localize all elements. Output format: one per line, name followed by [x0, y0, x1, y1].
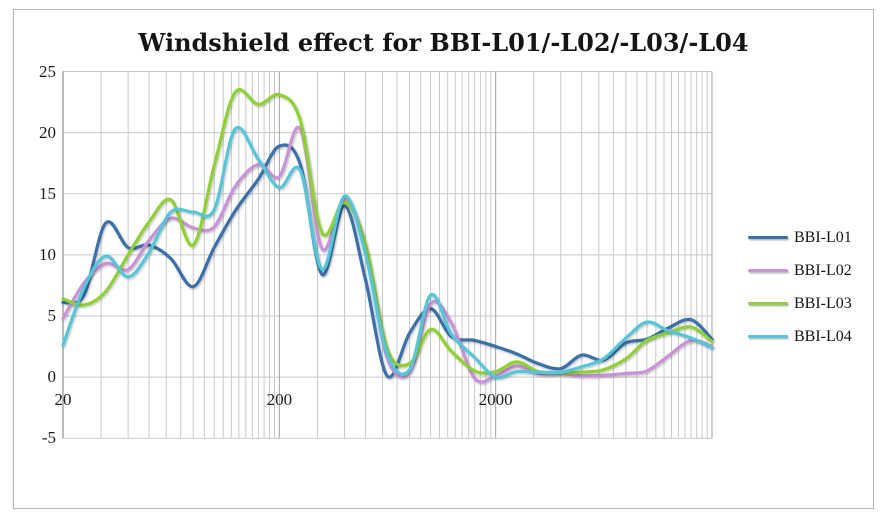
legend-label-bbi-l04: BBI-L04	[794, 327, 852, 345]
y-tick-label-20: 20	[39, 122, 56, 142]
y-tick-label-15: 15	[39, 183, 56, 203]
series-line-bbi-l04	[61, 125, 714, 380]
data-series-lines	[61, 88, 714, 384]
legend-swatch-bbi-l02-line	[748, 268, 788, 273]
legend-item-bbi-l03: BBI-L03	[748, 287, 852, 320]
y-tick-label-25: 25	[39, 61, 56, 81]
y-tick-label-10: 10	[39, 244, 56, 264]
legend-swatch-bbi-l03-line	[748, 301, 788, 306]
y-tick-label-0: 0	[47, 367, 57, 387]
x-tick-label-200: 200	[266, 390, 293, 410]
legend-swatch-bbi-l04-line	[748, 334, 788, 339]
legend-label-bbi-l02: BBI-L02	[794, 261, 852, 279]
x-tick-label-2000: 2000	[478, 390, 513, 410]
legend-label-bbi-l03: BBI-L03	[794, 294, 852, 312]
chart-title: Windshield effect for BBI-L01/-L02/-L03/…	[138, 28, 749, 57]
chart-frame	[13, 9, 874, 509]
series-line-bbi-l01	[61, 143, 714, 379]
legend-label-bbi-l01: BBI-L01	[794, 228, 852, 246]
legend-swatch-bbi-l01-line	[748, 235, 788, 240]
legend: BBI-L01 BBI-L02 BBI-L03 BBI-L04	[748, 221, 852, 353]
gridlines	[62, 71, 713, 439]
y-tick-label-5: 5	[47, 305, 57, 325]
y-tick-label--5: -5	[41, 428, 56, 448]
legend-item-bbi-l01: BBI-L01	[748, 221, 852, 254]
x-tick-label-20: 20	[54, 390, 72, 410]
legend-item-bbi-l04: BBI-L04	[748, 320, 852, 353]
legend-item-bbi-l02: BBI-L02	[748, 254, 852, 287]
